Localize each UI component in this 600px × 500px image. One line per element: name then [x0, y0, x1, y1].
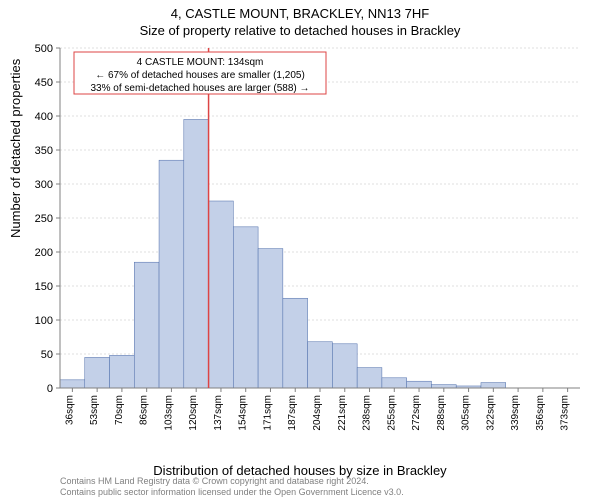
- histogram-bar: [431, 385, 456, 388]
- svg-text:103sqm: 103sqm: [163, 395, 174, 431]
- copyright-text: Contains HM Land Registry data © Crown c…: [60, 476, 404, 498]
- svg-text:150: 150: [35, 281, 53, 293]
- svg-text:50: 50: [41, 349, 53, 361]
- svg-text:500: 500: [35, 43, 53, 55]
- histogram-bar: [258, 249, 283, 388]
- svg-text:238sqm: 238sqm: [362, 395, 373, 431]
- histogram-bar: [184, 119, 209, 388]
- histogram-bar: [110, 355, 135, 388]
- histogram-bar: [308, 342, 333, 388]
- svg-text:356sqm: 356sqm: [535, 395, 546, 431]
- histogram-bar: [407, 381, 432, 388]
- histogram-bar: [332, 344, 357, 388]
- histogram-bar: [357, 368, 382, 388]
- svg-text:200: 200: [35, 247, 53, 259]
- histogram-bar: [283, 298, 308, 388]
- svg-text:100: 100: [35, 315, 53, 327]
- svg-text:204sqm: 204sqm: [312, 395, 323, 431]
- svg-text:322sqm: 322sqm: [485, 395, 496, 431]
- histogram-bar: [85, 357, 110, 388]
- histogram-bar: [382, 378, 407, 388]
- histogram-bar: [233, 227, 258, 388]
- info-box-line: 4 CASTLE MOUNT: 134sqm: [137, 57, 264, 68]
- page-subtitle: Size of property relative to detached ho…: [0, 21, 600, 38]
- info-box-line: ← 67% of detached houses are smaller (1,…: [95, 70, 305, 81]
- svg-text:288sqm: 288sqm: [436, 395, 447, 431]
- svg-text:137sqm: 137sqm: [213, 395, 224, 431]
- svg-text:250: 250: [35, 213, 53, 225]
- copyright-line1: Contains HM Land Registry data © Crown c…: [60, 476, 404, 487]
- plot-area: 05010015020025030035040045050036sqm53sqm…: [60, 48, 580, 428]
- svg-text:272sqm: 272sqm: [411, 395, 422, 431]
- chart-container: 4, CASTLE MOUNT, BRACKLEY, NN13 7HF Size…: [0, 0, 600, 500]
- svg-text:120sqm: 120sqm: [188, 395, 199, 431]
- info-box-line: 33% of semi-detached houses are larger (…: [90, 83, 309, 94]
- svg-text:400: 400: [35, 111, 53, 123]
- svg-text:350: 350: [35, 145, 53, 157]
- histogram-bar: [159, 160, 184, 388]
- svg-text:53sqm: 53sqm: [89, 395, 100, 425]
- svg-text:450: 450: [35, 77, 53, 89]
- svg-text:171sqm: 171sqm: [262, 395, 273, 431]
- histogram-chart: 05010015020025030035040045050036sqm53sqm…: [60, 48, 580, 428]
- svg-text:154sqm: 154sqm: [238, 395, 249, 431]
- svg-text:86sqm: 86sqm: [139, 395, 150, 425]
- svg-text:339sqm: 339sqm: [510, 395, 521, 431]
- svg-text:300: 300: [35, 179, 53, 191]
- copyright-line2: Contains public sector information licen…: [60, 487, 404, 498]
- histogram-bar: [209, 201, 234, 388]
- page-title: 4, CASTLE MOUNT, BRACKLEY, NN13 7HF: [0, 0, 600, 21]
- y-axis-label: Number of detached properties: [8, 59, 23, 238]
- svg-text:36sqm: 36sqm: [64, 395, 75, 425]
- histogram-bar: [60, 380, 85, 388]
- svg-text:255sqm: 255sqm: [386, 395, 397, 431]
- svg-text:373sqm: 373sqm: [560, 395, 571, 431]
- svg-text:70sqm: 70sqm: [114, 395, 125, 425]
- histogram-bar: [134, 262, 159, 388]
- svg-text:0: 0: [47, 383, 53, 395]
- svg-text:305sqm: 305sqm: [461, 395, 472, 431]
- svg-text:187sqm: 187sqm: [287, 395, 298, 431]
- histogram-bar: [481, 383, 506, 388]
- svg-text:221sqm: 221sqm: [337, 395, 348, 431]
